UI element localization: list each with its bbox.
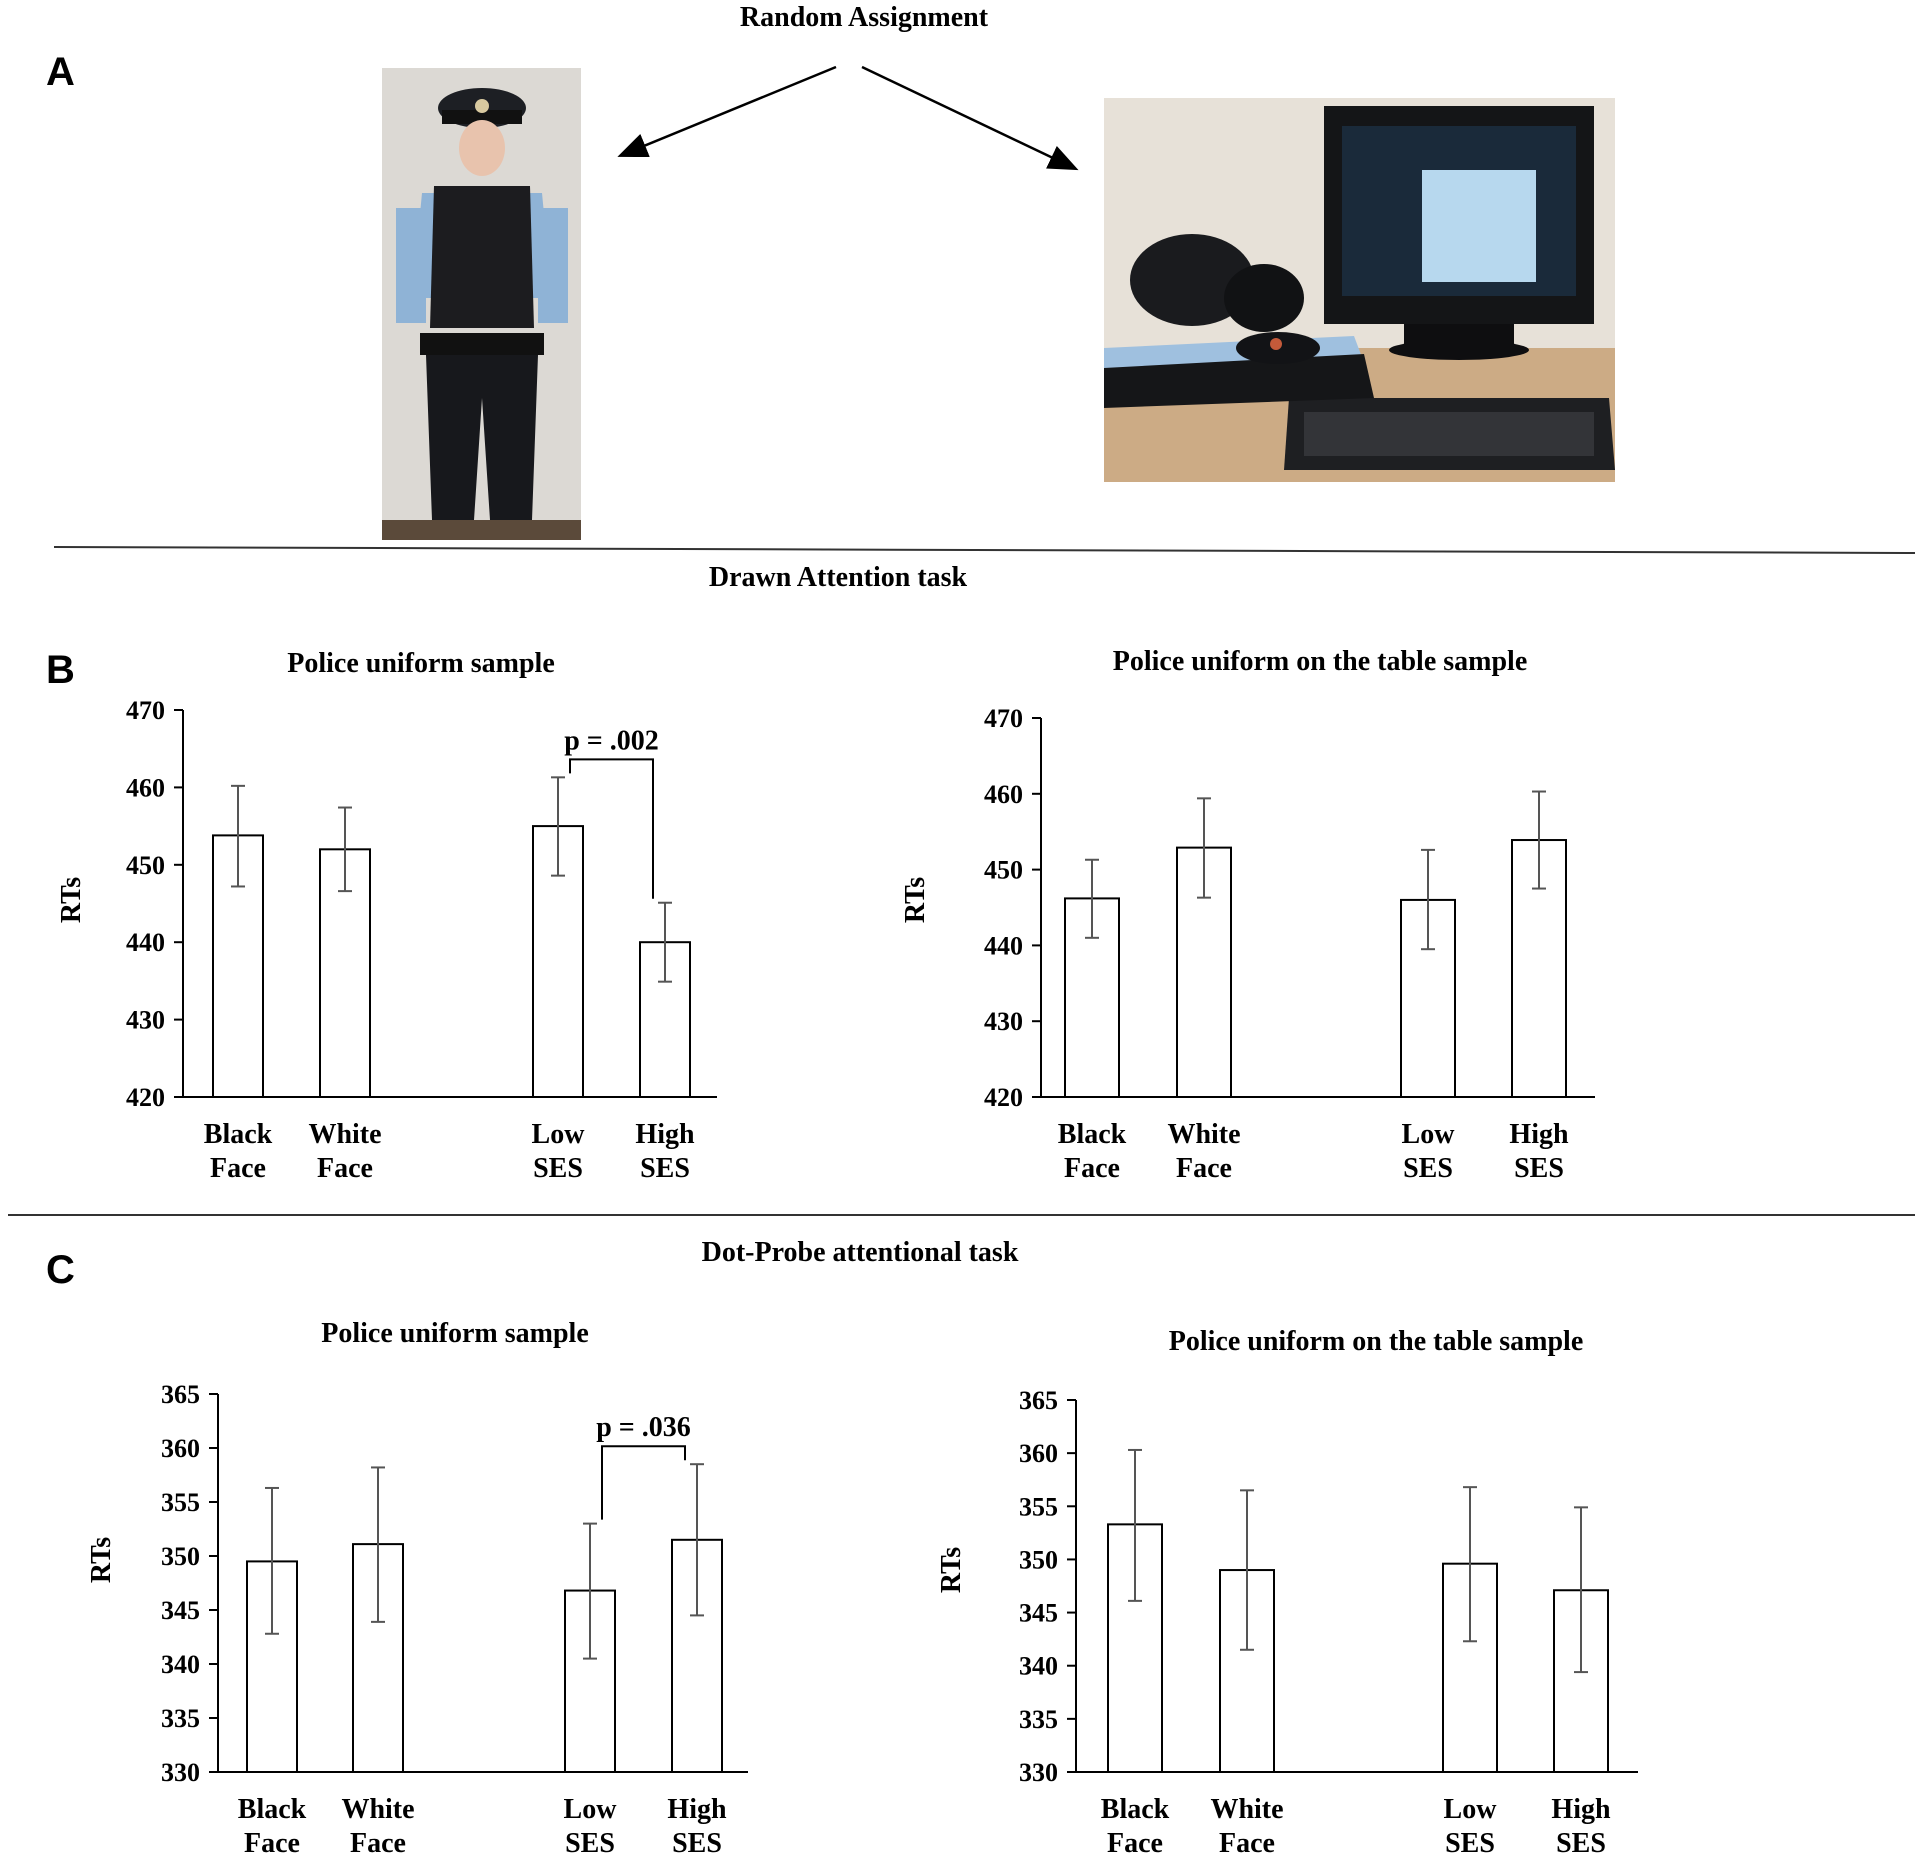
section-label-b: B bbox=[46, 648, 75, 692]
y-tick-label: 420 bbox=[984, 1083, 1023, 1112]
y-tick-label: 450 bbox=[984, 856, 1023, 885]
x-tick-label: Low bbox=[564, 1794, 618, 1825]
y-tick-label: 335 bbox=[161, 1704, 200, 1733]
significance-bracket bbox=[569, 758, 654, 899]
x-tick-label: White bbox=[308, 1119, 381, 1150]
officer-photo bbox=[382, 68, 581, 540]
y-axis-label: RTs bbox=[86, 1537, 117, 1583]
y-tick-label: 365 bbox=[1019, 1386, 1058, 1415]
x-tick-label: High bbox=[1509, 1119, 1569, 1150]
x-tick-label: White bbox=[341, 1794, 414, 1825]
x-tick-label: SES bbox=[1445, 1828, 1495, 1859]
y-tick-label: 350 bbox=[1019, 1545, 1058, 1574]
y-axis-label: RTs bbox=[56, 877, 87, 923]
table-photo bbox=[1104, 98, 1615, 482]
y-tick-label: 440 bbox=[984, 931, 1023, 960]
x-tick-label: SES bbox=[1556, 1828, 1606, 1859]
y-tick-label: 345 bbox=[1019, 1599, 1058, 1628]
section-label-c: C bbox=[46, 1248, 75, 1292]
assignment-arrows bbox=[617, 65, 1079, 171]
chart-title-b-left: Police uniform sample bbox=[287, 648, 555, 679]
x-tick-label: Black bbox=[204, 1119, 273, 1150]
x-tick-label: Face bbox=[317, 1153, 373, 1184]
x-tick-label: Black bbox=[238, 1794, 307, 1825]
x-tick-label: Face bbox=[210, 1153, 266, 1184]
x-tick-label: SES bbox=[640, 1153, 690, 1184]
y-tick-label: 365 bbox=[161, 1380, 200, 1409]
drawn-attention-heading: Drawn Attention task bbox=[708, 562, 968, 593]
y-tick-label: 450 bbox=[126, 851, 165, 880]
y-tick-label: 335 bbox=[1019, 1705, 1058, 1734]
significance-label: p = .036 bbox=[596, 1412, 691, 1443]
y-tick-label: 340 bbox=[1019, 1652, 1058, 1681]
x-tick-label: High bbox=[667, 1794, 727, 1825]
x-tick-label: Black bbox=[1101, 1794, 1170, 1825]
y-tick-label: 350 bbox=[161, 1542, 200, 1571]
chart-c-left: 330335340345350355360365RTsBlackFaceWhit… bbox=[86, 1380, 748, 1859]
x-tick-label: SES bbox=[1403, 1153, 1453, 1184]
x-tick-label: SES bbox=[565, 1828, 615, 1859]
y-tick-label: 340 bbox=[161, 1650, 200, 1679]
y-tick-label: 470 bbox=[126, 696, 165, 725]
x-tick-label: Low bbox=[1444, 1794, 1498, 1825]
arrow-to-officer bbox=[617, 65, 837, 158]
x-tick-label: Face bbox=[1107, 1828, 1163, 1859]
y-tick-label: 460 bbox=[984, 780, 1023, 809]
x-tick-label: SES bbox=[1514, 1153, 1564, 1184]
y-tick-label: 345 bbox=[161, 1596, 200, 1625]
y-tick-label: 330 bbox=[161, 1758, 200, 1787]
random-assignment-heading: Random Assignment bbox=[739, 2, 989, 33]
divider-middle bbox=[8, 1214, 1915, 1216]
y-axis-label: RTs bbox=[900, 877, 931, 923]
y-tick-label: 360 bbox=[1019, 1439, 1058, 1468]
y-tick-label: 420 bbox=[126, 1083, 165, 1112]
chart-b-right: 420430440450460470RTsBlackFaceWhiteFaceL… bbox=[900, 704, 1595, 1184]
x-tick-label: White bbox=[1167, 1119, 1240, 1150]
x-tick-label: Low bbox=[532, 1119, 586, 1150]
arrow-to-table bbox=[861, 65, 1079, 171]
x-tick-label: White bbox=[1210, 1794, 1283, 1825]
y-tick-label: 470 bbox=[984, 704, 1023, 733]
chart-b-left: 420430440450460470RTsBlackFaceWhiteFaceL… bbox=[56, 696, 717, 1184]
y-tick-label: 460 bbox=[126, 773, 165, 802]
x-tick-label: Face bbox=[1219, 1828, 1275, 1859]
y-tick-label: 430 bbox=[984, 1007, 1023, 1036]
officer-illustration bbox=[382, 68, 581, 540]
x-tick-label: SES bbox=[672, 1828, 722, 1859]
significance-bracket bbox=[601, 1445, 686, 1520]
y-tick-label: 330 bbox=[1019, 1758, 1058, 1787]
x-tick-label: Face bbox=[244, 1828, 300, 1859]
chart-title-b-right: Police uniform on the table sample bbox=[1112, 646, 1528, 677]
x-tick-label: High bbox=[635, 1119, 695, 1150]
y-axis-label: RTs bbox=[936, 1547, 967, 1593]
y-tick-label: 360 bbox=[161, 1434, 200, 1463]
chart-title-c-right: Police uniform on the table sample bbox=[1168, 1326, 1584, 1357]
y-tick-label: 430 bbox=[126, 1006, 165, 1035]
x-tick-label: High bbox=[1551, 1794, 1611, 1825]
x-tick-label: Black bbox=[1058, 1119, 1127, 1150]
x-tick-label: SES bbox=[533, 1153, 583, 1184]
x-tick-label: Face bbox=[1064, 1153, 1120, 1184]
section-label-a: A bbox=[46, 50, 75, 94]
y-tick-label: 355 bbox=[1019, 1492, 1058, 1521]
chart-c-right: 330335340345350355360365RTsBlackFaceWhit… bbox=[936, 1386, 1638, 1859]
table-illustration bbox=[1104, 98, 1615, 482]
x-tick-label: Low bbox=[1402, 1119, 1456, 1150]
x-tick-label: Face bbox=[1176, 1153, 1232, 1184]
dot-probe-heading: Dot-Probe attentional task bbox=[701, 1237, 1019, 1268]
chart-title-c-left: Police uniform sample bbox=[321, 1318, 589, 1349]
y-tick-label: 355 bbox=[161, 1488, 200, 1517]
divider-top bbox=[53, 546, 1916, 554]
x-tick-label: Face bbox=[350, 1828, 406, 1859]
significance-label: p = .002 bbox=[564, 725, 659, 756]
y-tick-label: 440 bbox=[126, 928, 165, 957]
